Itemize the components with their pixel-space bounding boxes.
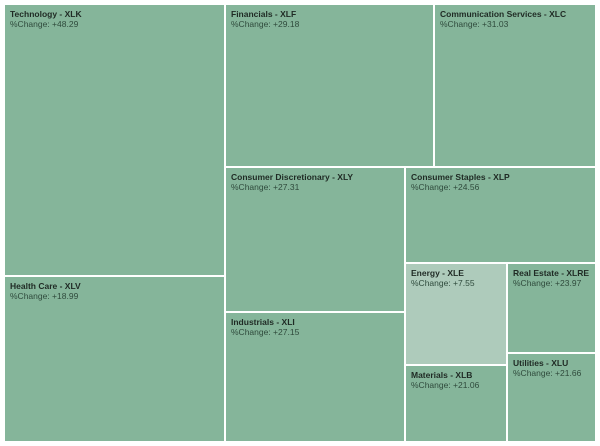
tile-title: Industrials - XLI (231, 317, 295, 327)
treemap-tile-real-estate-xlre[interactable]: Real Estate - XLRE %Change: +23.97 (507, 263, 596, 353)
tile-title: Materials - XLB (411, 370, 473, 380)
tile-change-label: %Change: +7.55 (411, 278, 475, 288)
treemap-tile-communication-services-xlc[interactable]: Communication Services - XLC %Change: +31… (434, 4, 596, 167)
treemap-tile-health-care-xlv[interactable]: Health Care - XLV %Change: +18.99 (4, 276, 225, 442)
tile-change-label: %Change: +27.31 (231, 182, 300, 192)
tile-title: Real Estate - XLRE (513, 268, 590, 278)
tile-change-label: %Change: +23.97 (513, 278, 582, 288)
treemap-tile-consumer-staples-xlp[interactable]: Consumer Staples - XLP %Change: +24.56 (405, 167, 596, 263)
tile-title: Consumer Staples - XLP (411, 172, 510, 182)
treemap-tile-technology-xlk[interactable]: Technology - XLK %Change: +48.29 (4, 4, 225, 276)
tile-title: Health Care - XLV (10, 281, 81, 291)
tile-change-label: %Change: +21.66 (513, 368, 582, 378)
tile-title: Communication Services - XLC (440, 9, 567, 19)
tile-title: Utilities - XLU (513, 358, 569, 368)
tile-change-label: %Change: +48.29 (10, 19, 79, 29)
tile-title: Energy - XLE (411, 268, 464, 278)
tile-change-label: %Change: +21.06 (411, 380, 480, 390)
treemap-tile-financials-xlf[interactable]: Financials - XLF %Change: +29.18 (225, 4, 434, 167)
treemap-tile-energy-xle[interactable]: Energy - XLE %Change: +7.55 (405, 263, 507, 365)
tile-title: Consumer Discretionary - XLY (231, 172, 354, 182)
tile-change-label: %Change: +18.99 (10, 291, 79, 301)
treemap-tile-industrials-xli[interactable]: Industrials - XLI %Change: +27.15 (225, 312, 405, 442)
treemap-tile-materials-xlb[interactable]: Materials - XLB %Change: +21.06 (405, 365, 507, 442)
treemap-tile-utilities-xlu[interactable]: Utilities - XLU %Change: +21.66 (507, 353, 596, 442)
tile-change-label: %Change: +27.15 (231, 327, 300, 337)
treemap-chart: Technology - XLK %Change: +48.29 Health Ca… (4, 4, 596, 442)
tile-change-label: %Change: +31.03 (440, 19, 509, 29)
tile-change-label: %Change: +24.56 (411, 182, 480, 192)
tile-change-label: %Change: +29.18 (231, 19, 300, 29)
tile-title: Technology - XLK (10, 9, 82, 19)
tile-title: Financials - XLF (231, 9, 297, 19)
treemap-tile-consumer-discretionary-xly[interactable]: Consumer Discretionary - XLY %Change: +27… (225, 167, 405, 312)
